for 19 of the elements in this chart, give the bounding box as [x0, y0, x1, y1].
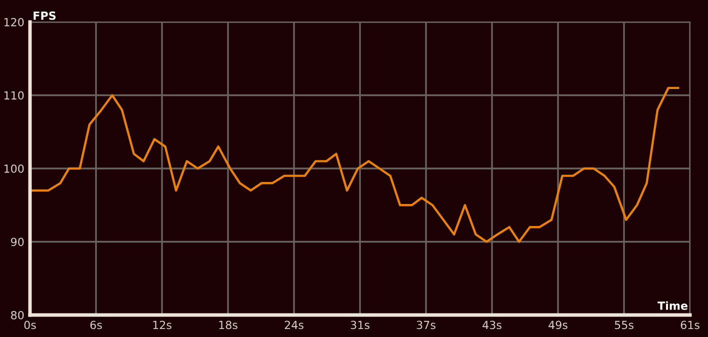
x-tick-label: 37s [416, 320, 436, 330]
y-tick-label: 100 [4, 164, 24, 173]
x-axis-title: Time [658, 301, 688, 310]
x-tick-label: 18s [219, 320, 238, 330]
y-tick-label: 80 [11, 310, 24, 320]
y-tick-label: 90 [11, 238, 24, 246]
x-tick-label: 61s [680, 320, 700, 330]
x-tick-label: 55s [614, 320, 634, 330]
x-tick-label: 24s [284, 320, 304, 330]
y-tick-label: 120 [4, 18, 24, 26]
x-tick-label: 43s [482, 320, 502, 330]
x-tick-label: 0s [24, 320, 36, 330]
y-axis-title: FPS [34, 11, 56, 20]
x-tick-label: 12s [153, 320, 172, 330]
y-tick-label: 110 [4, 91, 24, 100]
line-series [30, 86, 680, 243]
x-tick-label: 31s [350, 320, 370, 330]
x-tick-label: 6s [90, 320, 102, 330]
x-tick-label: 49s [548, 320, 568, 330]
